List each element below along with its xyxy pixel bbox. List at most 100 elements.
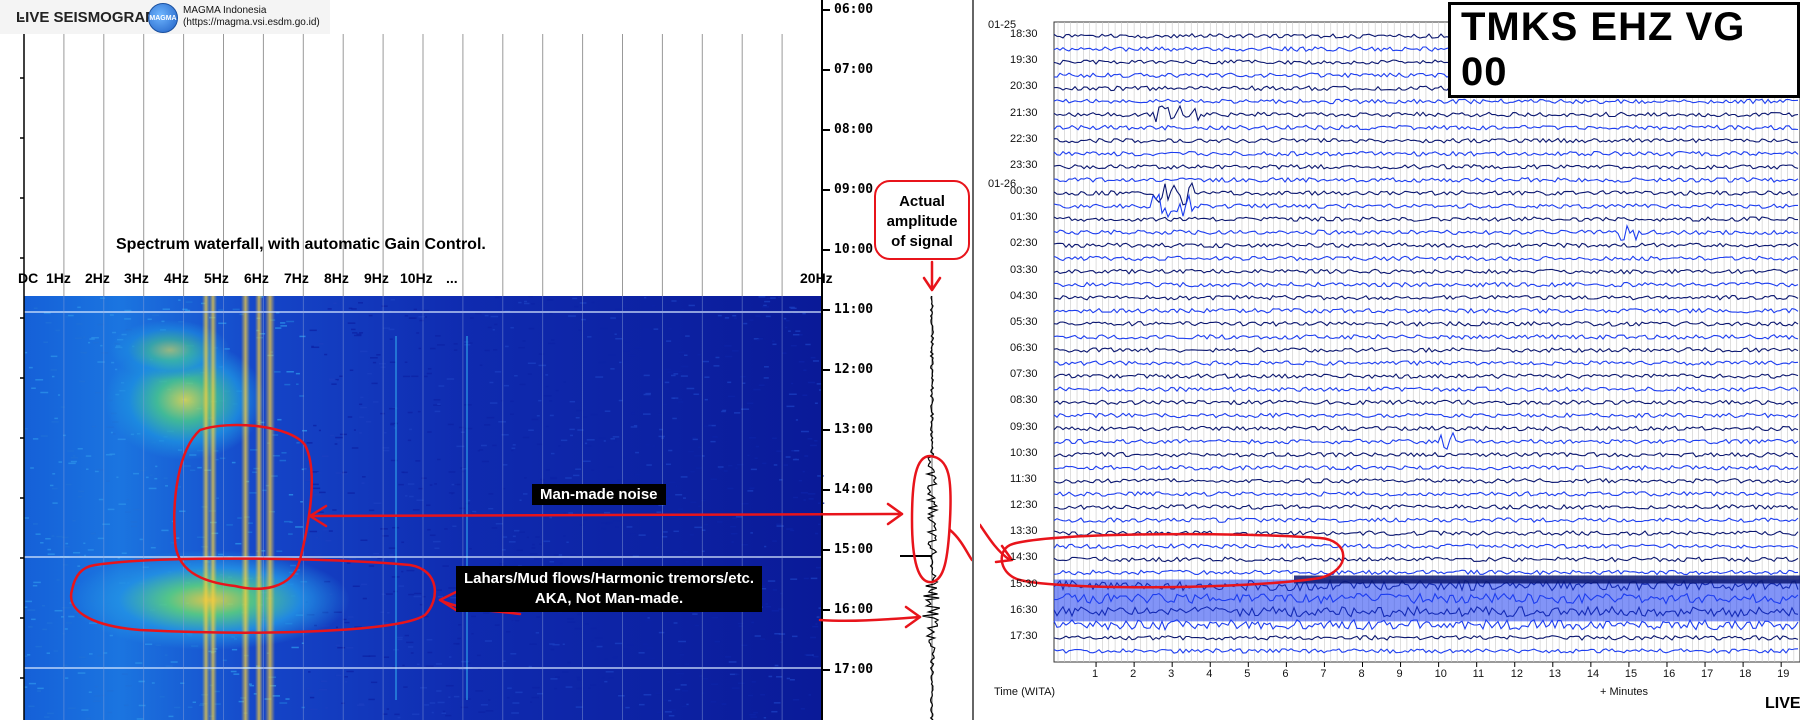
spectral-speckle — [314, 554, 322, 556]
spectral-speckle — [635, 451, 639, 454]
spectral-speckle — [818, 523, 822, 526]
spectral-speckle — [519, 383, 526, 386]
spectral-speckle — [481, 460, 489, 463]
spectral-speckle — [776, 525, 784, 527]
spectral-speckle — [595, 376, 604, 378]
spectral-speckle — [605, 668, 610, 670]
spectral-speckle — [103, 652, 108, 654]
spectral-speckle — [763, 717, 767, 719]
spectral-speckle — [424, 375, 428, 378]
spectral-speckle — [349, 557, 357, 560]
spectral-speckle — [814, 532, 819, 535]
spectral-speckle — [110, 431, 113, 434]
spectral-speckle — [434, 483, 437, 485]
spectral-speckle — [452, 525, 457, 528]
spectral-speckle — [724, 317, 730, 319]
panel-divider — [972, 0, 982, 720]
spectral-speckle — [431, 711, 434, 714]
spectral-speckle — [607, 466, 614, 468]
spectral-speckle — [488, 507, 494, 510]
spectral-speckle — [767, 580, 776, 582]
spectral-speckle — [668, 481, 676, 484]
spectral-speckle — [151, 682, 155, 684]
spectral-speckle — [608, 354, 616, 356]
spectral-speckle — [487, 326, 492, 329]
spectral-speckle — [358, 703, 365, 705]
spectral-speckle — [65, 483, 72, 486]
spectral-speckle — [358, 302, 363, 304]
spectral-speckle — [117, 557, 121, 559]
spectral-speckle — [680, 476, 688, 478]
spectral-speckle — [284, 383, 291, 386]
spectral-speckle — [753, 338, 760, 340]
spectral-speckle — [138, 704, 146, 707]
spectral-speckle — [749, 713, 756, 716]
spectral-speckle — [411, 375, 419, 378]
spectral-speckle — [549, 560, 555, 563]
spectral-speckle — [503, 536, 508, 538]
spectral-speckle — [37, 687, 44, 690]
spectral-speckle — [651, 516, 657, 519]
spectral-speckle — [490, 315, 499, 318]
spectral-speckle — [447, 423, 454, 426]
spectral-speckle — [380, 412, 385, 415]
spectral-speckle — [667, 681, 671, 683]
spectral-speckle — [433, 540, 441, 543]
spectral-speckle — [803, 577, 809, 580]
spectral-speckle — [458, 668, 463, 671]
spectral-speckle — [772, 437, 777, 440]
spectral-speckle — [535, 632, 540, 634]
helicorder-trace — [1053, 360, 1799, 367]
spectral-speckle — [382, 447, 390, 449]
spectral-speckle — [605, 522, 610, 525]
spectral-speckle — [135, 662, 143, 664]
frequency-tick-label: 2Hz — [85, 270, 110, 286]
spectral-speckle — [24, 606, 28, 609]
spectral-speckle — [458, 624, 462, 626]
spectral-speckle — [25, 428, 28, 430]
spectral-speckle — [351, 308, 357, 310]
waterfall-time-axis — [821, 0, 830, 720]
spectral-speckle — [101, 694, 106, 697]
spectral-speckle — [318, 342, 324, 345]
spectral-speckle — [537, 692, 544, 695]
actual-amplitude-callout — [874, 180, 970, 260]
spectral-speckle — [538, 353, 545, 355]
spectral-speckle — [594, 637, 603, 639]
spectral-speckle — [476, 654, 481, 657]
spectral-speckle — [804, 455, 809, 457]
spectral-speckle — [302, 429, 308, 432]
spectral-speckle — [658, 435, 665, 438]
spectral-speckle — [807, 438, 813, 440]
helicorder-trace — [1053, 386, 1799, 393]
spectral-speckle — [47, 712, 54, 715]
spectral-speckle — [566, 541, 569, 544]
helicorder-trace — [1053, 412, 1799, 419]
spectral-speckle — [620, 615, 628, 617]
spectral-speckle — [30, 467, 34, 469]
spectral-speckle — [107, 690, 114, 692]
spectral-speckle — [480, 444, 487, 447]
spectral-speckle — [812, 655, 819, 658]
spectral-speckle — [448, 656, 452, 658]
spectral-speckle — [814, 402, 818, 405]
spectral-speckle — [230, 670, 237, 673]
helicorder-trace — [1053, 216, 1799, 223]
time-tick-label: 15:00 — [834, 542, 874, 557]
helicorder-grid — [1053, 21, 1800, 667]
spectral-speckle — [680, 375, 688, 377]
spectral-speckle — [365, 421, 372, 423]
spectral-speckle — [778, 479, 783, 481]
spectral-speckle — [749, 319, 754, 321]
spectral-speckle — [754, 457, 758, 460]
spectral-speckle — [272, 454, 280, 457]
trace-oval — [910, 454, 952, 584]
spectral-speckle — [803, 499, 806, 501]
spectral-speckle — [790, 307, 797, 310]
spectral-speckle — [232, 308, 240, 311]
spectral-speckle — [55, 329, 60, 332]
spectral-speckle — [812, 625, 819, 628]
spectral-speckle — [427, 651, 433, 654]
waterfall-grid-upper — [23, 34, 823, 296]
spectral-speckle — [704, 524, 709, 526]
